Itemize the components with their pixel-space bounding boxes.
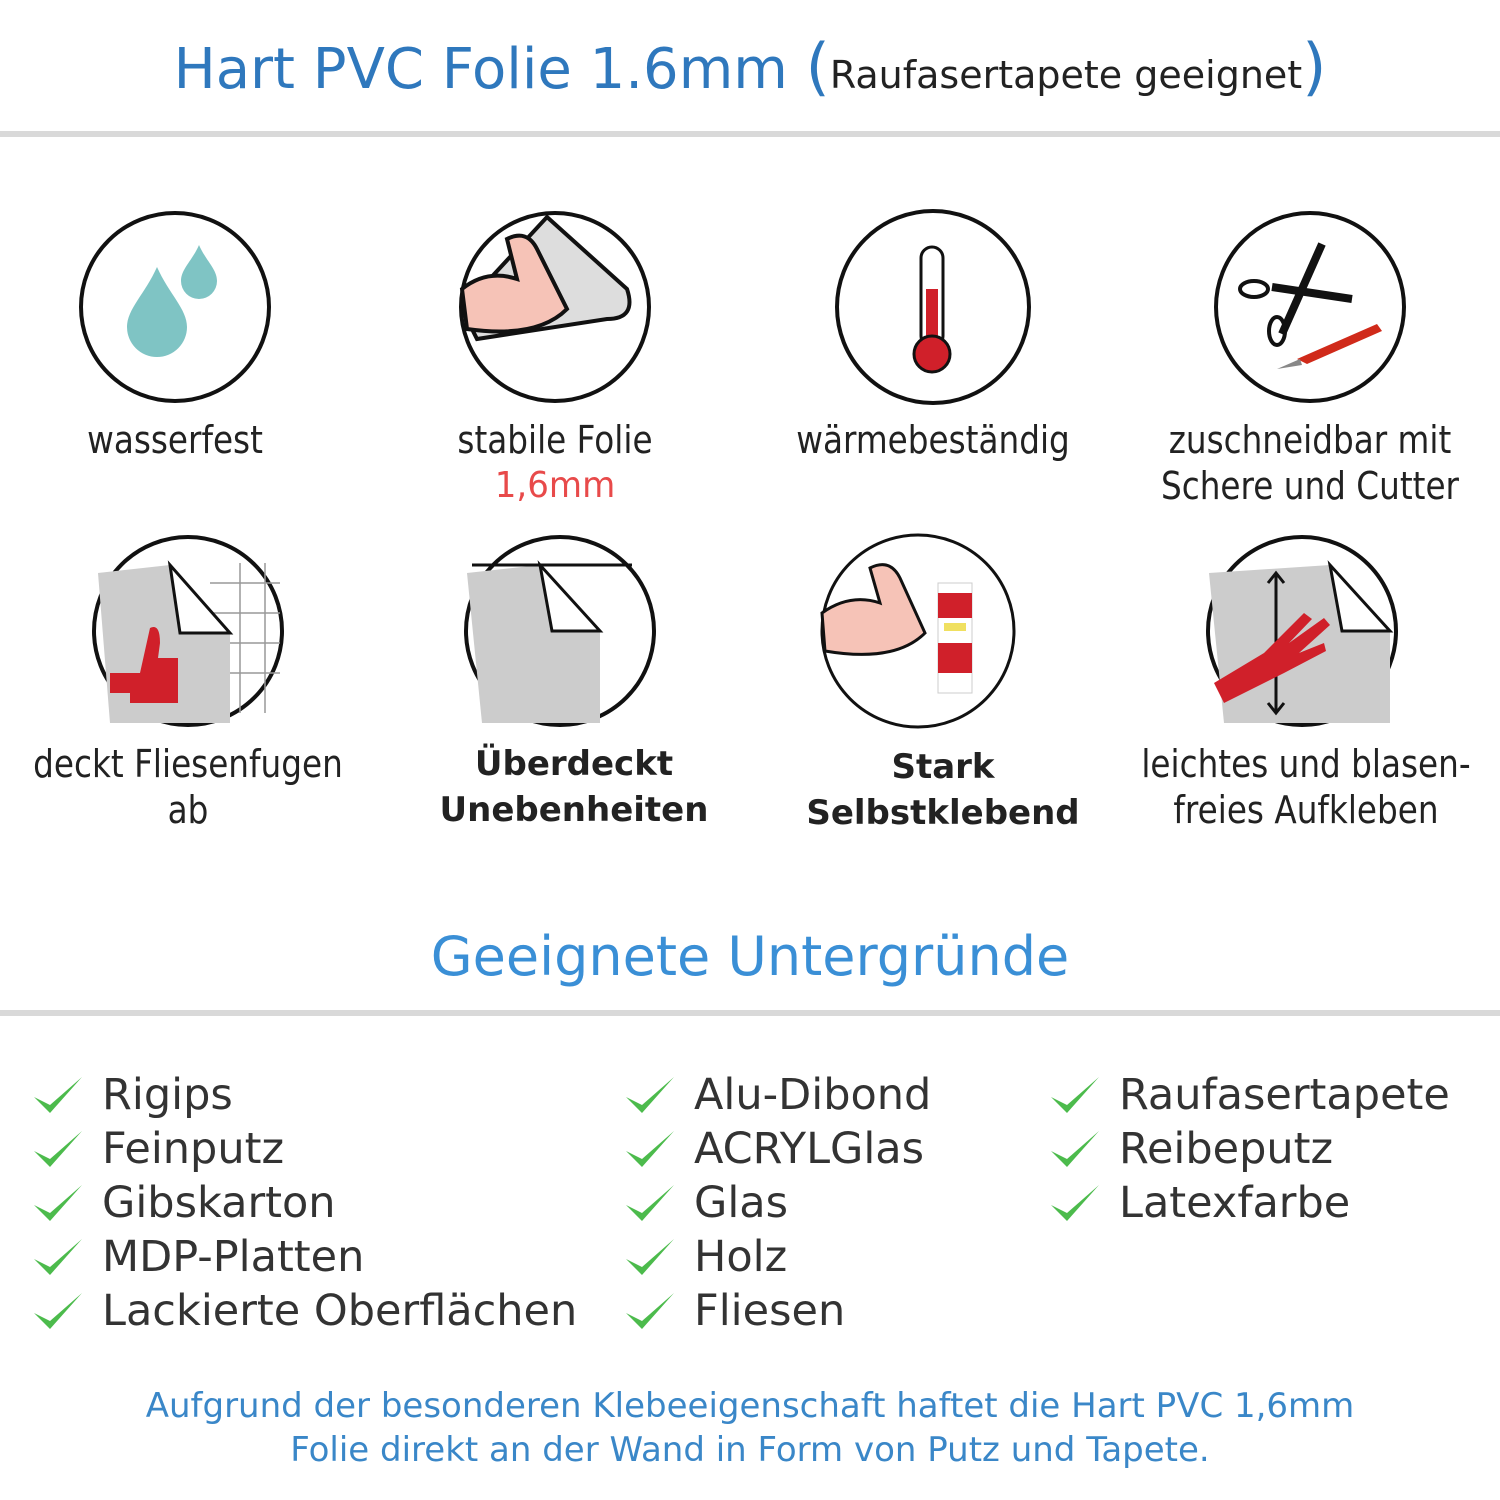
footer-line: Folie direkt an der Wand in Form von Put… [290,1430,1210,1470]
feature-label: leichtes und blasen-freies Aufkleben [1141,742,1471,832]
check-icon [34,1131,82,1167]
feature-label: zuschneidbar mit Schere und Cutter [1160,418,1459,508]
footer-note: Aufgrund der besonderen Klebeeigenschaft… [0,1384,1500,1472]
strong-arm-foil-icon [459,211,651,403]
surface-label: Holz [694,1232,788,1282]
check-icon [626,1077,674,1113]
feature-label: wärmebeständig [796,418,1070,462]
surface-list-item: Feinputz [32,1122,577,1176]
feature-label: Stark Selbstklebend [806,747,1080,833]
surface-label: MDP-Platten [102,1232,365,1282]
surface-column: Alu-Dibond ACRYLGlas Glas Holz Fliesen [624,1068,931,1338]
surface-label: Feinputz [102,1124,285,1174]
surface-list-item: Lackierte Oberflächen [32,1284,577,1338]
surface-label: Gibskarton [102,1178,336,1228]
page-title: Hart PVC Folie 1.6mm (Raufasertapete gee… [0,30,1500,103]
surface-list-item: Reibeputz [1049,1122,1450,1176]
divider [0,1010,1500,1016]
surface-label: Rigips [102,1070,233,1120]
feature-label: Überdeckt Unebenheiten [439,744,709,830]
title-main: Hart PVC Folie 1.6mm [173,37,788,102]
feature-sublabel: 1,6mm [494,465,616,506]
hand-smoothing-icon [1206,535,1398,727]
check-icon [1051,1185,1099,1221]
check-icon [626,1293,674,1329]
surface-label: Latexfarbe [1119,1178,1351,1228]
paren-open: ( [805,30,830,103]
check-icon [1051,1077,1099,1113]
scissors-cutter-icon [1214,211,1406,403]
surface-label: Alu-Dibond [694,1070,932,1120]
surface-list-item: Alu-Dibond [624,1068,931,1122]
section-heading: Geeignete Untergründe [430,925,1070,988]
check-icon [34,1239,82,1275]
thermometer-icon [835,209,1031,405]
surface-list-item: Fliesen [624,1284,931,1338]
check-icon [626,1185,674,1221]
title-subtitle: Raufasertapete geeignet [829,53,1303,97]
surface-list-item: Gibskarton [32,1176,577,1230]
check-icon [34,1077,82,1113]
check-icon [626,1131,674,1167]
surface-list-item: ACRYLGlas [624,1122,931,1176]
surface-label: Reibeputz [1119,1124,1334,1174]
surface-list-item: Latexfarbe [1049,1176,1450,1230]
strong-arm-glue-icon [820,533,1016,729]
divider [0,131,1500,137]
surface-label: Raufasertapete [1119,1070,1450,1120]
surface-label: ACRYLGlas [694,1124,925,1174]
surface-column: Raufasertapete Reibeputz Latexfarbe [1049,1068,1450,1230]
surface-list-item: Holz [624,1230,931,1284]
check-icon [34,1293,82,1329]
surface-list-item: Glas [624,1176,931,1230]
water-drops-icon [79,211,271,403]
surface-label: Glas [694,1178,789,1228]
foil-corner-icon [464,535,656,727]
feature-label: wasserfest [87,418,263,462]
check-icon [1051,1131,1099,1167]
paren-close: ) [1302,30,1327,103]
surface-list-item: MDP-Platten [32,1230,577,1284]
surface-label: Lackierte Oberflächen [102,1286,578,1336]
footer-line: Aufgrund der besonderen Klebeeigenschaft… [145,1386,1355,1426]
surface-list-item: Raufasertapete [1049,1068,1450,1122]
surface-column: Rigips Feinputz Gibskarton MDP-Platten Lacki… [32,1068,577,1338]
thumbs-up-tiles-icon [92,535,284,727]
surface-list-item: Rigips [32,1068,577,1122]
check-icon [34,1185,82,1221]
surface-label: Fliesen [694,1286,846,1336]
feature-label: deckt Fliesenfugen ab [33,742,343,832]
feature-label: stabile Folie 1,6mm [383,417,727,509]
check-icon [626,1239,674,1275]
